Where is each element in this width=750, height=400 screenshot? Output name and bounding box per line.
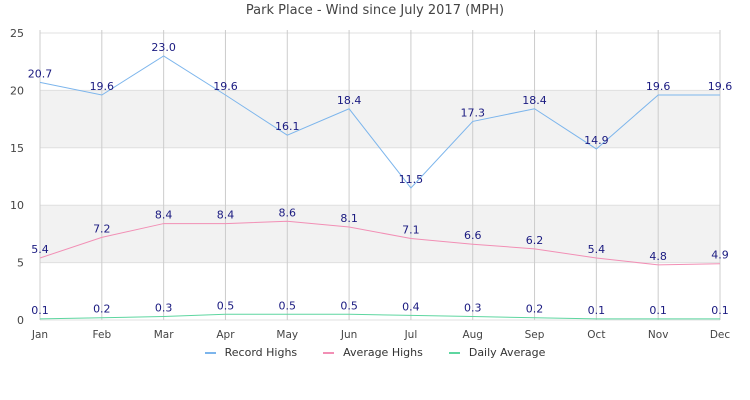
- data-label: 4.8: [649, 250, 667, 263]
- data-label: 0.5: [217, 299, 235, 312]
- x-tick-label: Feb: [93, 329, 112, 341]
- data-label: 0.1: [31, 304, 49, 317]
- grid-lines: [39, 30, 721, 321]
- chart-title: Park Place - Wind since July 2017 (MPH): [245, 3, 505, 18]
- data-labels: 20.7 19.6 23.0 19.6 16.1 18.4 11.5 17.3 18.4 14.9…: [28, 41, 733, 317]
- data-label: 19.6: [646, 80, 671, 93]
- legend-swatch-icon: [204, 351, 216, 354]
- data-label: 16.1: [275, 120, 300, 133]
- data-label: 7.1: [402, 223, 420, 236]
- series-line-average-highs[interactable]: [39, 220, 721, 266]
- data-label: 17.3: [460, 106, 485, 119]
- data-label: 4.9: [711, 249, 729, 262]
- x-tick-label: Dec: [710, 329, 731, 341]
- x-tick-label: May: [276, 329, 298, 341]
- data-label: 7.2: [93, 222, 111, 235]
- x-tick-label: Jan: [31, 329, 48, 341]
- data-label: 0.1: [588, 304, 606, 317]
- legend-label: Average Highs: [343, 346, 423, 359]
- y-tick-label: 5: [17, 257, 24, 270]
- data-label: 19.6: [213, 80, 238, 93]
- data-label: 6.2: [526, 234, 544, 247]
- data-label: 0.1: [711, 304, 729, 317]
- data-label: 0.5: [340, 299, 358, 312]
- legend-item-record-highs[interactable]: Record Highs: [204, 346, 298, 359]
- legend: Record Highs Average Highs Daily Average: [0, 346, 750, 359]
- data-label: 19.6: [708, 80, 733, 93]
- x-tick-label: Sep: [525, 329, 545, 341]
- series-lines: [39, 55, 721, 320]
- data-label: 18.4: [522, 94, 547, 107]
- data-label: 14.9: [584, 134, 609, 147]
- plot-band: [40, 205, 720, 263]
- data-label: 11.5: [399, 173, 424, 186]
- y-tick-label: 10: [10, 199, 24, 212]
- data-label: 8.1: [340, 212, 358, 225]
- legend-item-daily-average[interactable]: Daily Average: [448, 346, 546, 359]
- x-tick-label: Jun: [340, 329, 357, 341]
- data-label: 8.4: [217, 209, 235, 222]
- series-line-daily-average[interactable]: [39, 313, 720, 320]
- data-label: 5.4: [588, 243, 606, 256]
- x-axis: Jan Feb Mar Apr May Jun Jul Aug Sep Oct Nov Dec: [31, 329, 730, 341]
- legend-label: Record Highs: [224, 346, 298, 359]
- data-label: 8.6: [279, 206, 297, 219]
- data-label: 20.7: [28, 67, 53, 80]
- y-tick-label: 15: [10, 142, 24, 155]
- data-label: 0.4: [402, 300, 420, 313]
- x-tick-label: Oct: [587, 329, 605, 341]
- data-label: 0.2: [93, 303, 111, 316]
- x-tick-label: Aug: [462, 329, 483, 341]
- legend-swatch-icon: [323, 351, 335, 354]
- data-label: 23.0: [151, 41, 176, 54]
- legend-label: Daily Average: [468, 346, 546, 359]
- x-tick-label: Mar: [154, 329, 174, 341]
- y-tick-label: 0: [17, 314, 24, 327]
- plot-band: [40, 90, 720, 148]
- data-label: 8.4: [155, 209, 173, 222]
- y-tick-label: 20: [10, 84, 24, 97]
- data-label: 18.4: [337, 94, 362, 107]
- y-axis: 0 5 10 15 20 25: [10, 27, 24, 327]
- series-line-record-highs[interactable]: [39, 55, 720, 189]
- data-label: 0.1: [649, 304, 667, 317]
- data-label: 5.4: [31, 243, 49, 256]
- data-label: 19.6: [90, 80, 115, 93]
- x-tick-label: Nov: [648, 329, 669, 341]
- x-tick-label: Jul: [404, 329, 418, 341]
- data-label: 0.5: [279, 299, 297, 312]
- data-label: 0.2: [526, 303, 544, 316]
- data-label: 0.3: [155, 302, 173, 315]
- x-tick-label: Apr: [216, 329, 235, 341]
- data-label: 6.6: [464, 229, 482, 242]
- legend-item-average-highs[interactable]: Average Highs: [323, 346, 423, 359]
- plot-bands: [40, 90, 720, 263]
- legend-swatch-icon: [448, 351, 460, 354]
- data-label: 0.3: [464, 302, 482, 315]
- y-tick-label: 25: [10, 27, 24, 40]
